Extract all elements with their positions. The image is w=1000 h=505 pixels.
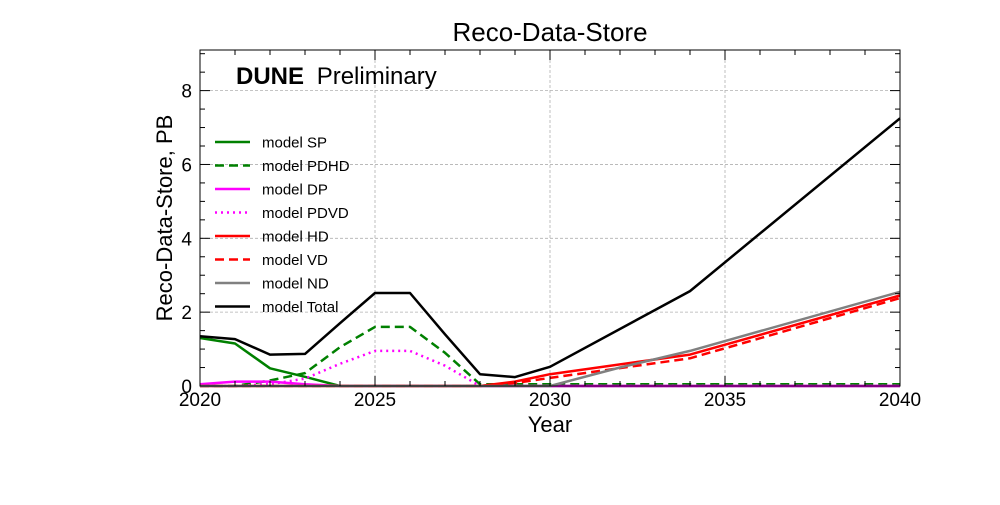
watermark-dune: DUNE bbox=[236, 63, 304, 90]
series-line-model-total bbox=[199, 117, 901, 379]
x-axis-label: Year bbox=[528, 412, 572, 437]
legend: model SP model PDHD model DP model PDVD mode… bbox=[215, 135, 350, 316]
series-line-model-pdvd bbox=[200, 349, 900, 388]
legend-label: model DP bbox=[262, 182, 328, 199]
x-tick-label: 2040 bbox=[879, 390, 921, 411]
ticks-group bbox=[199, 50, 901, 387]
legend-label: model SP bbox=[262, 135, 327, 152]
legend-label: model VD bbox=[262, 252, 328, 269]
y-axis-label: Reco-Data-Store, PB bbox=[152, 115, 177, 322]
y-tick-label: 6 bbox=[181, 155, 192, 176]
legend-label: model PDHD bbox=[262, 158, 350, 175]
watermark: DUNE Preliminary bbox=[236, 63, 437, 90]
legend-label: model ND bbox=[262, 276, 329, 293]
series-line-model-pdhd bbox=[200, 325, 900, 388]
x-tick-label: 2030 bbox=[529, 390, 571, 411]
tick-labels-group: 2020 2025 2030 2035 2040 0 2 4 6 8 bbox=[179, 82, 921, 411]
y-tick-label: 8 bbox=[181, 82, 192, 103]
y-tick-label: 2 bbox=[181, 303, 192, 324]
chart-title: Reco-Data-Store bbox=[452, 17, 647, 47]
x-tick-label: 2035 bbox=[704, 390, 746, 411]
legend-label: model HD bbox=[262, 229, 329, 246]
y-tick-label: 4 bbox=[181, 229, 192, 250]
grid bbox=[200, 50, 900, 386]
y-tick-label: 0 bbox=[181, 377, 192, 398]
legend-label: model Total bbox=[262, 299, 338, 316]
watermark-preliminary: Preliminary bbox=[317, 63, 437, 90]
x-tick-label: 2025 bbox=[354, 390, 396, 411]
x-tick-label: 2020 bbox=[179, 390, 221, 411]
legend-label: model PDVD bbox=[262, 205, 349, 222]
